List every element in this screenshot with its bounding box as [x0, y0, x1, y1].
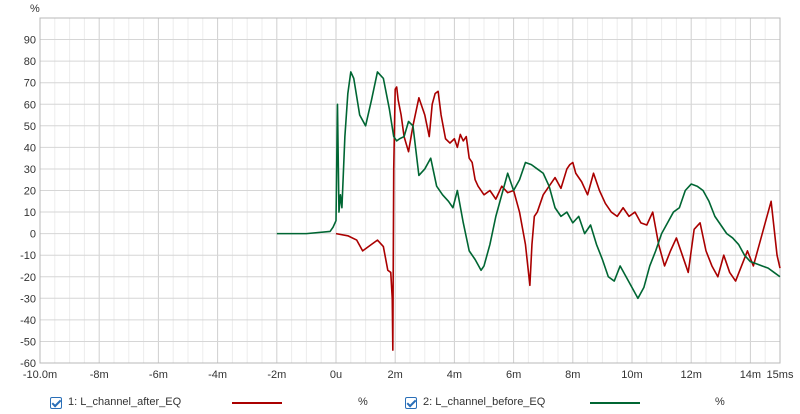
- x-axis: -10.0m -8m -6m -4m -2m 0u 2m 4m 6m 8m 10m 12m 14m 15m…: [23, 369, 794, 381]
- x-tick-label: 6m: [506, 369, 521, 381]
- y-tick-label: 90: [24, 35, 36, 47]
- x-tick-label: -4m: [208, 369, 227, 381]
- series-layer: [276, 71, 781, 351]
- y-unit-label: %: [30, 3, 40, 15]
- y-tick-label: 60: [24, 99, 36, 111]
- x-tick-label: -2m: [267, 369, 286, 381]
- x-tick-label: 0u: [330, 369, 342, 381]
- series-line-1: [335, 86, 781, 351]
- legend-label-2: 2: L_channel_before_EQ: [423, 396, 546, 408]
- y-tick-label: -50: [20, 336, 36, 348]
- legend-item-1[interactable]: [50, 393, 62, 413]
- x-tick-label: 8m: [565, 369, 580, 381]
- y-tick-label: -40: [20, 315, 36, 327]
- legend-item-2[interactable]: [405, 393, 417, 413]
- y-tick-label: 50: [24, 121, 36, 133]
- y-tick-label: -10: [20, 250, 36, 262]
- legend-swatch-1: [232, 402, 282, 404]
- legend-checkbox-1[interactable]: [50, 397, 62, 409]
- y-tick-label: 40: [24, 142, 36, 154]
- x-tick-label: -10.0m: [23, 369, 57, 381]
- y-tick-label: -20: [20, 272, 36, 284]
- plot-frame: [39, 17, 781, 364]
- legend-label-1: 1: L_channel_after_EQ: [68, 396, 182, 408]
- y-tick-label: 80: [24, 56, 36, 68]
- x-tick-label: 2m: [388, 369, 403, 381]
- series-line-2: [276, 71, 781, 300]
- legend-swatch-2: [590, 402, 640, 404]
- chart: % 9080706050403020100-10-20-30-40-50-60 …: [20, 3, 794, 381]
- x-tick-label: -6m: [149, 369, 168, 381]
- x-tick-label: 4m: [447, 369, 462, 381]
- grid: [40, 18, 780, 364]
- y-axis: 90 80 70 60 50 40 30 20 10 0 -10 -20 -30 -40 -50 -60: [20, 35, 36, 370]
- legend-unit-1: %: [358, 396, 368, 408]
- x-tick-label: -8m: [90, 369, 109, 381]
- y-tick-label: -60: [20, 358, 36, 370]
- legend: 1: L_channel_after_EQ % 2: L_channel_bef…: [0, 393, 800, 413]
- legend-unit-2: %: [715, 396, 725, 408]
- y-tick-label: 30: [24, 164, 36, 176]
- y-tick-label: 20: [24, 186, 36, 198]
- y-tick-label: 70: [24, 78, 36, 90]
- x-tick-label: 10m: [621, 369, 642, 381]
- x-tick-label: 15ms: [767, 369, 794, 381]
- x-tick-label: 14m: [740, 369, 761, 381]
- y-tick-label: 10: [24, 207, 36, 219]
- x-tick-label: 12m: [680, 369, 701, 381]
- legend-checkbox-2[interactable]: [405, 397, 417, 409]
- y-tick-label: 0: [30, 229, 36, 241]
- y-tick-label: -30: [20, 293, 36, 305]
